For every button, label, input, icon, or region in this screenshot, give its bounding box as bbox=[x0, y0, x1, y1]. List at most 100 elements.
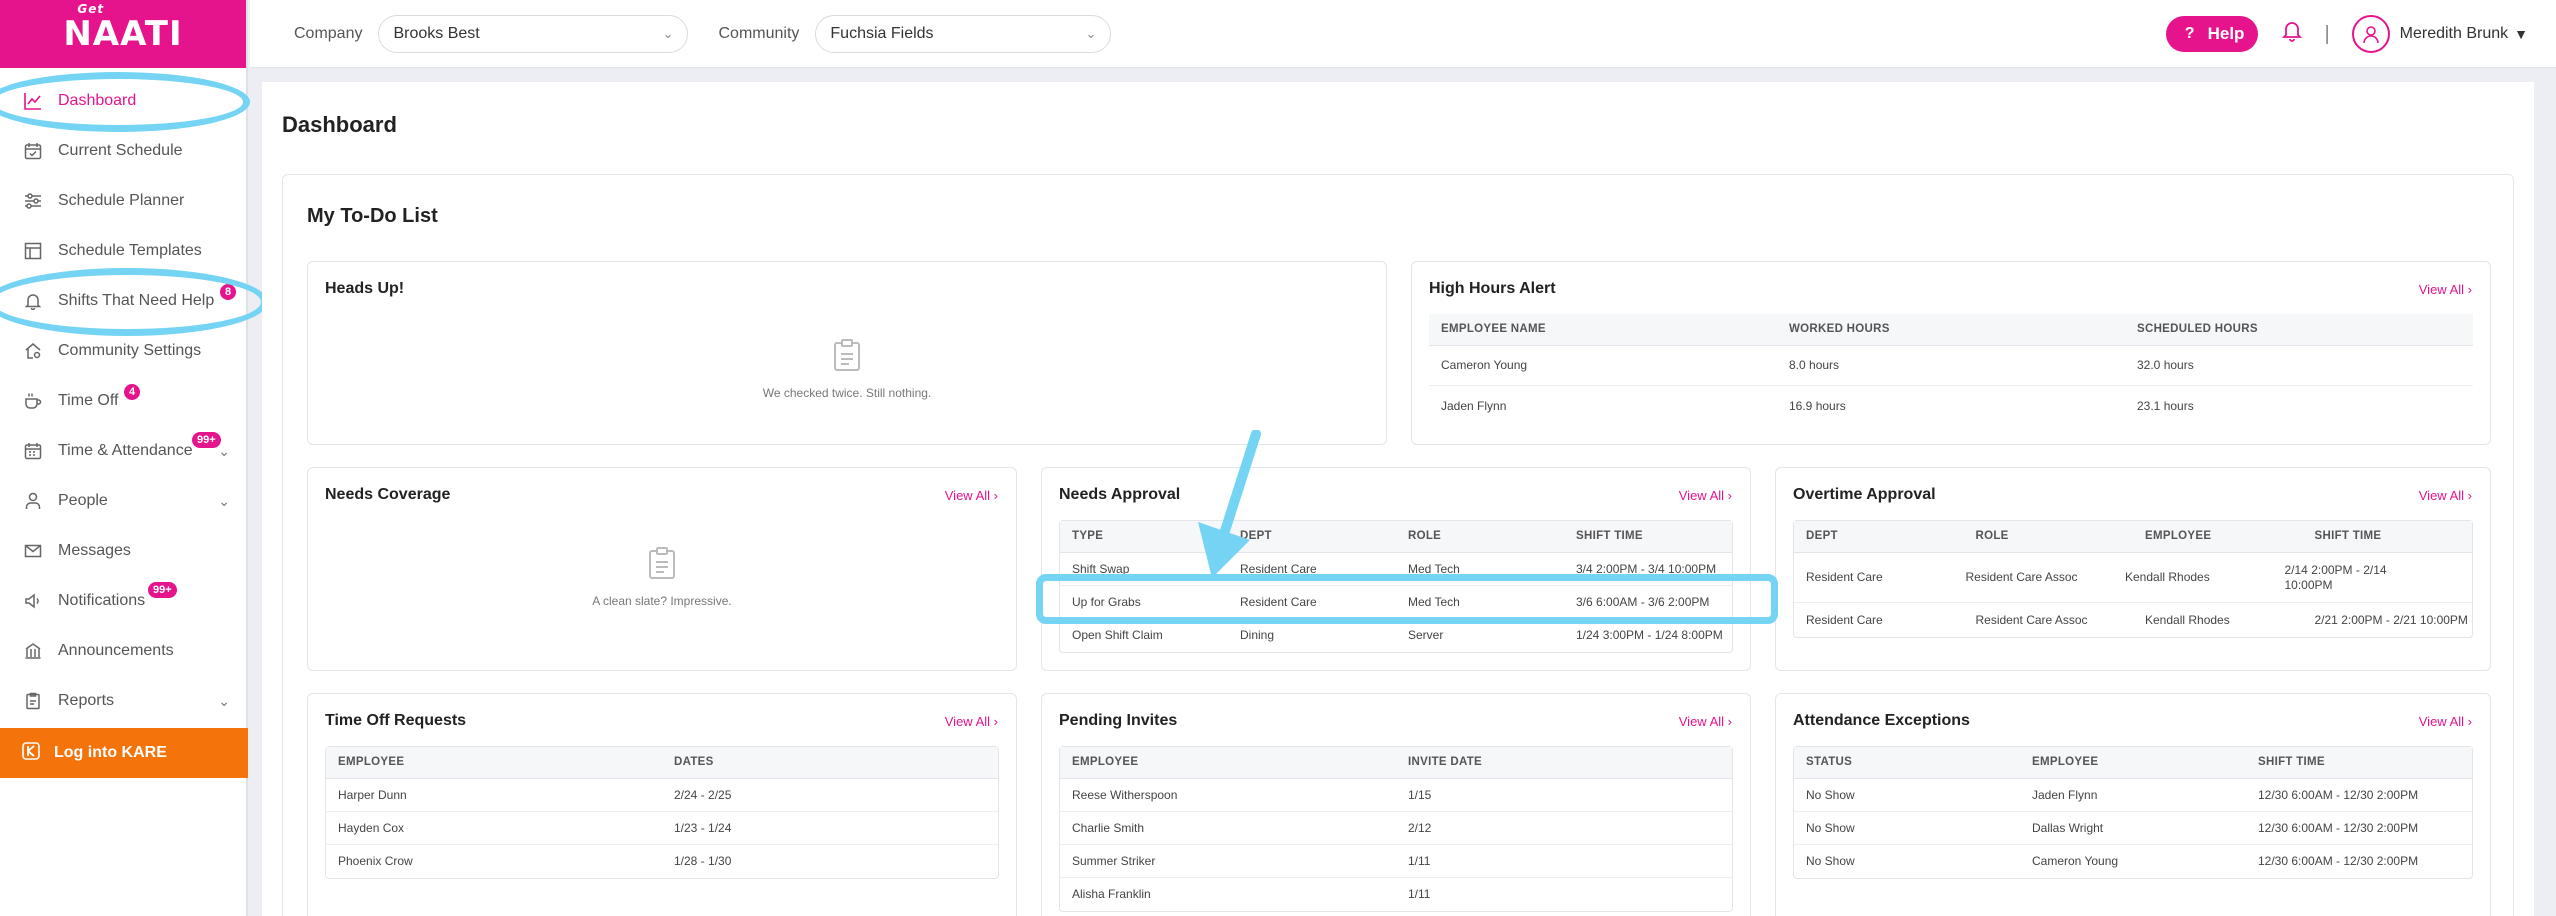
sidebar-item-messages[interactable]: Messages bbox=[0, 526, 246, 576]
high-hours-table: EMPLOYEE NAME WORKED HOURS SCHEDULED HOU… bbox=[1429, 314, 2473, 426]
card-title: Time Off Requests bbox=[325, 712, 467, 729]
chevron-down-icon[interactable]: ⌄ bbox=[218, 442, 230, 459]
view-all-label: View All bbox=[2418, 282, 2465, 297]
coffee-icon bbox=[22, 390, 44, 412]
column-header: WORKED HOURS bbox=[1789, 323, 1890, 335]
chevron-down-icon[interactable]: ⌄ bbox=[218, 692, 230, 709]
community-value: Fuchsia Fields bbox=[830, 24, 934, 42]
column-header: EMPLOYEE NAME bbox=[1441, 323, 1546, 335]
empty-message: We checked twice. Still nothing. bbox=[762, 386, 932, 400]
table-cell: Resident Care bbox=[1240, 561, 1317, 576]
card-title: Attendance Exceptions bbox=[1793, 712, 1970, 729]
table-row[interactable]: Harper Dunn 2/24 - 2/25 bbox=[326, 779, 998, 812]
sidebar-item-reports[interactable]: Reports ⌄ bbox=[0, 676, 246, 726]
table-row[interactable]: Phoenix Crow 1/28 - 1/30 bbox=[326, 845, 998, 878]
view-all-link[interactable]: View All › bbox=[944, 488, 998, 503]
table-row[interactable]: Shift Swap Resident Care Med Tech 3/4 2:… bbox=[1060, 553, 1732, 586]
speaker-icon bbox=[22, 590, 44, 612]
table-row[interactable]: No Show Cameron Young 12/30 6:00AM - 12/… bbox=[1794, 845, 2472, 878]
page-title: Dashboard bbox=[282, 112, 397, 137]
user-name[interactable]: Meredith Brunk bbox=[2399, 25, 2509, 42]
company-select[interactable]: Brooks Best ⌄ bbox=[378, 14, 689, 53]
table-cell: 1/28 - 1/30 bbox=[674, 854, 732, 868]
sidebar-item-time-off[interactable]: Time Off 4 bbox=[0, 376, 246, 426]
column-header: TYPE bbox=[1072, 530, 1104, 542]
table-cell: 23.1 hours bbox=[2137, 398, 2194, 413]
table-row[interactable]: Resident Care Resident Care Assoc Kendal… bbox=[1794, 553, 2472, 603]
table-cell: Resident Care Assoc bbox=[1975, 612, 2088, 627]
table-cell: Resident Care Assoc bbox=[1965, 570, 2078, 584]
sidebar-item-label: Time Off bbox=[58, 392, 119, 409]
table-row[interactable]: Resident Care Resident Care Assoc Kendal… bbox=[1794, 603, 2472, 637]
table-row[interactable]: No Show Jaden Flynn 12/30 6:00AM - 12/30… bbox=[1794, 779, 2472, 812]
sidebar-item-community-settings[interactable]: Community Settings bbox=[0, 326, 246, 376]
clipboard-icon bbox=[22, 690, 44, 712]
chevron-down-icon: ⌄ bbox=[662, 25, 674, 41]
table-row[interactable]: Cameron Young 8.0 hours 32.0 hours bbox=[1429, 346, 2473, 386]
column-header: STATUS bbox=[1806, 756, 1853, 768]
attendance-exceptions-table: STATUS EMPLOYEE SHIFT TIME No Show Jaden… bbox=[1793, 746, 2473, 879]
sidebar-item-label: Reports bbox=[58, 692, 115, 709]
table-row[interactable]: Alisha Franklin 1/11 bbox=[1060, 878, 1732, 911]
clipboard-icon bbox=[308, 546, 1016, 588]
divider: | bbox=[2324, 22, 2330, 45]
sidebar-item-people[interactable]: People ⌄ bbox=[0, 476, 246, 526]
view-all-link[interactable]: View All › bbox=[1678, 714, 1732, 729]
column-header: DATES bbox=[674, 756, 714, 768]
badge-count: 4 bbox=[124, 384, 141, 400]
table-row[interactable]: Hayden Cox 1/23 - 1/24 bbox=[326, 812, 998, 845]
notification-bell-icon[interactable] bbox=[2282, 20, 2303, 48]
view-all-link[interactable]: View All › bbox=[944, 714, 998, 729]
sidebar-item-announcements[interactable]: Announcements bbox=[0, 626, 246, 676]
view-all-link[interactable]: View All › bbox=[2418, 282, 2472, 297]
column-header: SHIFT TIME bbox=[1576, 530, 1643, 542]
table-row[interactable]: Summer Striker 1/11 bbox=[1060, 845, 1732, 878]
column-header: EMPLOYEE bbox=[2032, 756, 2099, 768]
help-button[interactable]: ? Help bbox=[2165, 16, 2259, 52]
table-cell: 2/14 2:00PM - 2/14 10:00PM bbox=[2284, 562, 2387, 592]
table-cell: Summer Striker bbox=[1072, 853, 1156, 868]
sidebar-item-time-attendance[interactable]: Time & Attendance 99+ ⌄ bbox=[0, 426, 246, 476]
view-all-label: View All bbox=[944, 714, 991, 729]
table-row[interactable]: Open Shift Claim Dining Server 1/24 3:00… bbox=[1060, 619, 1732, 652]
sidebar-item-schedule-planner[interactable]: Schedule Planner bbox=[0, 176, 246, 226]
view-all-link[interactable]: View All › bbox=[2418, 714, 2472, 729]
chevron-down-icon[interactable]: ⌄ bbox=[218, 492, 230, 509]
table-row[interactable]: Charlie Smith 2/12 bbox=[1060, 812, 1732, 845]
sidebar-item-schedule-templates[interactable]: Schedule Templates bbox=[0, 226, 246, 276]
sidebar-item-label: Time & Attendance bbox=[58, 442, 193, 459]
column-header: INVITE DATE bbox=[1408, 756, 1483, 768]
table-cell: 3/6 6:00AM - 3/6 2:00PM bbox=[1576, 594, 1710, 609]
sidebar-item-label: Current Schedule bbox=[58, 142, 183, 159]
kare-logo-icon bbox=[22, 741, 40, 765]
table-header: EMPLOYEE NAME WORKED HOURS SCHEDULED HOU… bbox=[1429, 314, 2473, 346]
sidebar-item-current-schedule[interactable]: Current Schedule bbox=[0, 126, 246, 176]
table-row[interactable]: No Show Dallas Wright 12/30 6:00AM - 12/… bbox=[1794, 812, 2472, 845]
sidebar: Get NAATI Dashboard Current Schedule Sch… bbox=[0, 0, 248, 916]
needs-coverage-card: Needs Coverage View All › A clean slate?… bbox=[307, 467, 1017, 671]
table-cell: Phoenix Crow bbox=[338, 854, 413, 868]
table-cell: Dallas Wright bbox=[2032, 820, 2104, 835]
avatar[interactable] bbox=[2351, 15, 2390, 53]
todo-panel: My To-Do List Heads Up! We checked twice… bbox=[282, 174, 2514, 916]
log-into-kare-button[interactable]: Log into KARE bbox=[0, 728, 248, 778]
view-all-link[interactable]: View All › bbox=[2418, 488, 2472, 503]
table-cell: No Show bbox=[1806, 820, 1855, 835]
sidebar-item-label: People bbox=[58, 492, 108, 509]
sidebar-item-notifications[interactable]: Notifications 99+ bbox=[0, 576, 246, 626]
empty-message: A clean slate? Impressive. bbox=[592, 594, 732, 608]
view-all-link[interactable]: View All › bbox=[1678, 488, 1732, 503]
table-row[interactable]: Jaden Flynn 16.9 hours 23.1 hours bbox=[1429, 386, 2473, 426]
table-cell: 1/15 bbox=[1408, 787, 1432, 802]
table-cell: Resident Care bbox=[1806, 612, 1883, 627]
table-header: EMPLOYEE DATES bbox=[326, 747, 998, 779]
sidebar-item-label: Notifications bbox=[58, 592, 146, 609]
table-cell: 1/11 bbox=[1408, 887, 1431, 901]
table-cell: Jaden Flynn bbox=[1441, 398, 1507, 413]
logo[interactable]: Get NAATI bbox=[0, 0, 246, 68]
community-select[interactable]: Fuchsia Fields ⌄ bbox=[815, 14, 1112, 53]
sidebar-item-label: Announcements bbox=[58, 642, 174, 659]
table-cell: Med Tech bbox=[1408, 561, 1460, 576]
caret-down-icon[interactable]: ▼ bbox=[2514, 26, 2528, 42]
table-row[interactable]: Reese Witherspoon 1/15 bbox=[1060, 779, 1732, 812]
